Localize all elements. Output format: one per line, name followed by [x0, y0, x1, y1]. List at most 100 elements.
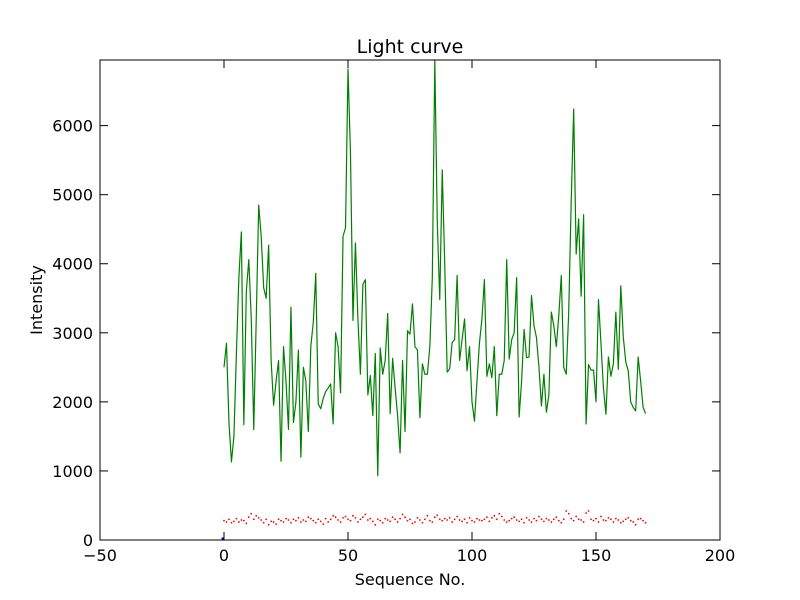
data-point [609, 518, 612, 521]
data-point [272, 521, 275, 523]
data-point [339, 521, 342, 523]
data-point [614, 517, 617, 520]
data-point [530, 521, 533, 523]
data-point [354, 517, 357, 519]
data-point [302, 519, 305, 521]
data-point [627, 517, 630, 519]
data-point [352, 514, 354, 517]
y-tick-label: 0 [83, 531, 93, 550]
data-point [391, 516, 394, 519]
data-point [399, 517, 401, 520]
data-point [295, 519, 297, 522]
data-point [570, 517, 573, 520]
data-point [344, 515, 347, 518]
data-point [644, 521, 647, 524]
data-point [624, 518, 627, 521]
data-point [535, 519, 538, 522]
data-point [270, 520, 273, 523]
data-point [597, 521, 600, 523]
data-point [443, 517, 446, 520]
data-point [476, 517, 478, 520]
data-point [510, 517, 513, 520]
data-point [468, 517, 471, 519]
data-point [433, 516, 436, 519]
data-point [617, 519, 620, 521]
data-point [538, 515, 540, 518]
series-1 [223, 510, 647, 526]
data-point [329, 518, 332, 521]
data-point [228, 518, 230, 521]
data-point [237, 521, 240, 523]
data-point [386, 519, 389, 521]
plot-frame [99, 59, 721, 541]
data-point [500, 515, 503, 518]
data-point [481, 519, 483, 522]
data-point [384, 517, 387, 520]
data-point [401, 513, 404, 516]
y-tick-label: 4000 [52, 255, 93, 274]
data-point [463, 518, 466, 521]
data-point [637, 518, 640, 521]
data-point [260, 519, 263, 521]
data-point [374, 523, 377, 526]
data-point [277, 518, 280, 521]
data-point [555, 516, 558, 519]
data-point [304, 520, 307, 523]
y-tick-label: 6000 [52, 117, 93, 136]
data-point [250, 512, 253, 515]
data-point [416, 517, 419, 519]
data-point [595, 517, 597, 520]
data-point [255, 514, 258, 517]
data-point [483, 518, 486, 521]
data-point [299, 521, 302, 523]
data-point [580, 519, 583, 521]
data-point [550, 521, 553, 523]
data-point [404, 516, 406, 519]
data-point [525, 517, 528, 519]
data-point [560, 521, 563, 524]
data-point [642, 519, 645, 522]
x-tick-label: −50 [83, 546, 117, 565]
data-point [287, 519, 290, 521]
data-point [607, 517, 610, 519]
data-point [488, 520, 491, 523]
data-point [518, 520, 521, 523]
y-tick-label: 5000 [52, 186, 93, 205]
data-point [262, 521, 265, 524]
data-point [334, 516, 337, 519]
data-point [572, 519, 575, 522]
plot-area [100, 60, 720, 540]
data-point [257, 517, 260, 519]
data-point [436, 514, 439, 517]
data-point [590, 518, 592, 521]
data-point [312, 519, 315, 522]
x-axis-label: Sequence No. [355, 570, 466, 589]
data-point [327, 521, 330, 523]
data-point [552, 518, 555, 521]
y-tick-label: 2000 [52, 393, 93, 412]
data-point [275, 523, 277, 526]
data-point [406, 519, 409, 522]
data-point [252, 518, 255, 521]
data-point [562, 518, 565, 521]
data-point [458, 519, 461, 521]
data-point [523, 521, 525, 524]
data-point [282, 521, 285, 523]
data-point [419, 519, 421, 521]
data-point [292, 518, 295, 521]
data-point [317, 518, 320, 521]
y-tick-label: 1000 [52, 462, 93, 481]
data-point [309, 517, 312, 520]
data-point [225, 521, 228, 523]
data-point [485, 516, 488, 519]
data-point [265, 518, 268, 521]
x-tick-label: 0 [219, 546, 229, 565]
data-point [513, 516, 516, 519]
data-point [364, 513, 367, 516]
data-point [600, 515, 602, 518]
data-point [290, 521, 292, 524]
data-point [337, 519, 339, 521]
data-point [297, 517, 300, 519]
data-point [361, 516, 364, 519]
